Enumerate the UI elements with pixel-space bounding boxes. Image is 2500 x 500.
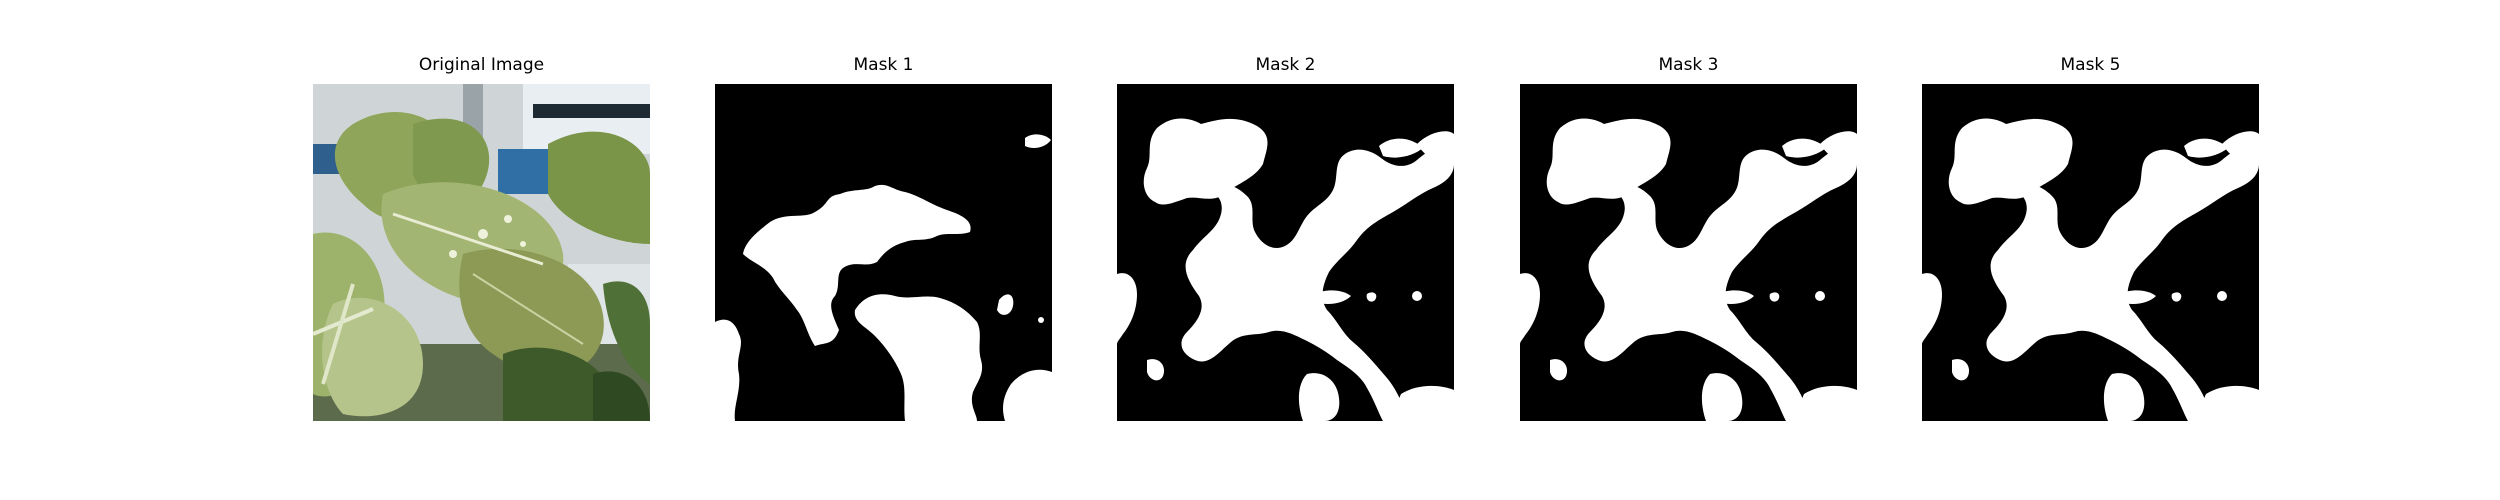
original-plant-photo: [313, 84, 650, 421]
mask-3-image: [1520, 84, 1857, 421]
panel-title: Mask 2: [1255, 55, 1316, 75]
mask-1-image: [715, 84, 1052, 421]
mask-5-image: [1922, 84, 2259, 421]
mask-2-image: [1117, 84, 1454, 421]
panel-title: Mask 3: [1658, 55, 1719, 75]
panel-title: Mask 5: [2060, 55, 2121, 75]
panel-title: Mask 1: [853, 55, 914, 75]
panel-title: Original Image: [418, 55, 545, 75]
